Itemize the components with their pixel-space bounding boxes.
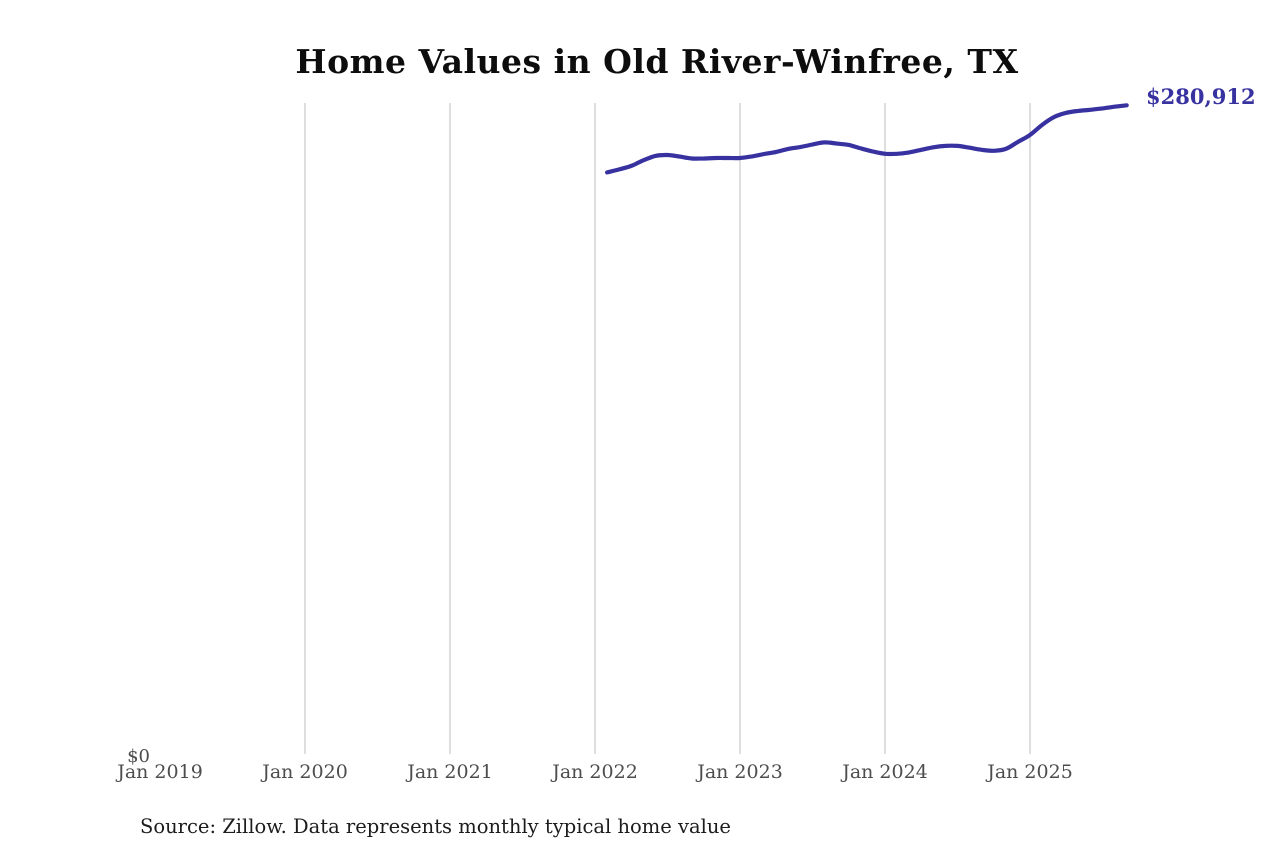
chart-title: Home Values in Old River-Winfree, TX	[295, 42, 1019, 81]
x-tick-label: Jan 2024	[842, 761, 928, 783]
x-tick-label: Jan 2025	[987, 761, 1073, 783]
end-value-label: $280,912	[1146, 84, 1256, 109]
source-note: Source: Zillow. Data represents monthly …	[140, 815, 731, 838]
x-tick-label: Jan 2021	[407, 761, 493, 783]
x-tick-label: Jan 2019	[117, 761, 203, 783]
home-value-line	[605, 103, 1129, 175]
y-axis-zero-label: $0	[127, 746, 150, 767]
x-tick-label: Jan 2022	[552, 761, 638, 783]
x-tick-label: Jan 2020	[262, 761, 348, 783]
chart-title-wrap: Home Values in Old River-Winfree, TX	[0, 42, 1280, 81]
x-tick-label: Jan 2023	[697, 761, 783, 783]
